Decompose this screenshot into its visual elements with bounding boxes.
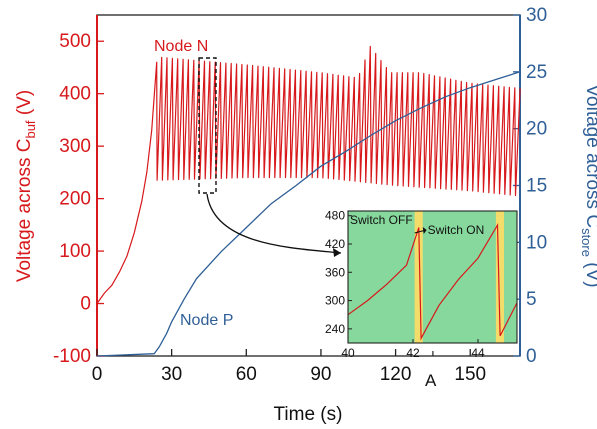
x-tick-label: 120 <box>380 364 412 385</box>
left-axis-title: Voltage across Cbuf (V) <box>14 90 38 282</box>
x-tick-label: 90 <box>310 364 331 385</box>
inset-y-tick-label: 360 <box>325 265 345 279</box>
right-tick-label: 30 <box>526 5 547 26</box>
zoom-arrow-head <box>333 248 341 257</box>
right-tick-label: 20 <box>526 119 547 140</box>
left-tick-label: -100 <box>53 346 91 367</box>
left-tick-label: 100 <box>59 241 91 262</box>
inset-x-tick-label: 40 <box>341 346 355 360</box>
series-layer <box>96 45 521 357</box>
tick-layer: 0 30 60 90 120 150-10001002003004005000510152… <box>53 5 547 385</box>
inset-y-tick-label: 240 <box>325 322 345 336</box>
x-axis-title: Time (s) <box>274 404 343 425</box>
right-tick-label: 10 <box>526 232 547 253</box>
inset-x-tick-label: 42 <box>406 346 420 360</box>
left-tick-label: 500 <box>59 31 91 52</box>
switch-on-label: Switch ON <box>428 223 485 237</box>
left-tick-label: 200 <box>59 189 91 210</box>
switch-highlight <box>414 211 423 343</box>
zoom-region-box <box>198 57 217 194</box>
x-marker-label: A <box>425 371 437 390</box>
inset-y-tick-label: 480 <box>325 209 345 223</box>
label-node-n: Node N <box>154 38 208 55</box>
right-tick-label: 5 <box>526 289 537 310</box>
label-node-p: Node P <box>180 312 233 329</box>
inset-background <box>348 211 517 343</box>
switch-off-label: Switch OFF <box>350 213 413 227</box>
inset-series-node-n <box>347 222 518 341</box>
switch-on-arrow-head <box>422 227 427 234</box>
right-tick-label: 15 <box>526 176 547 197</box>
inset-y-tick-label: 300 <box>325 294 345 308</box>
inset-frame <box>347 210 518 344</box>
right-tick-label: 25 <box>526 62 547 83</box>
x-tick-label: 0 <box>92 364 103 385</box>
x-tick-label: 60 <box>236 364 257 385</box>
inset-x-tick-label: 44 <box>471 346 485 360</box>
right-tick-label: 0 <box>526 346 537 367</box>
x-tick-label: 30 <box>161 364 182 385</box>
inset-y-tick-label: 420 <box>325 237 345 251</box>
zoom-arrow <box>206 193 342 254</box>
x-tick-label: 150 <box>454 364 486 385</box>
left-tick-label: 300 <box>59 136 91 157</box>
inset-chart: 40 42 44 240 300 360 420 480 Switch OFF Switch ON <box>325 209 518 360</box>
left-tick-label: 0 <box>80 294 91 315</box>
left-tick-label: 400 <box>59 84 91 105</box>
series-node-n <box>96 45 521 304</box>
right-axis-title: Voltage across Cstore (V) <box>579 84 597 287</box>
series-node-p <box>96 71 521 357</box>
switch-highlight <box>495 211 504 343</box>
